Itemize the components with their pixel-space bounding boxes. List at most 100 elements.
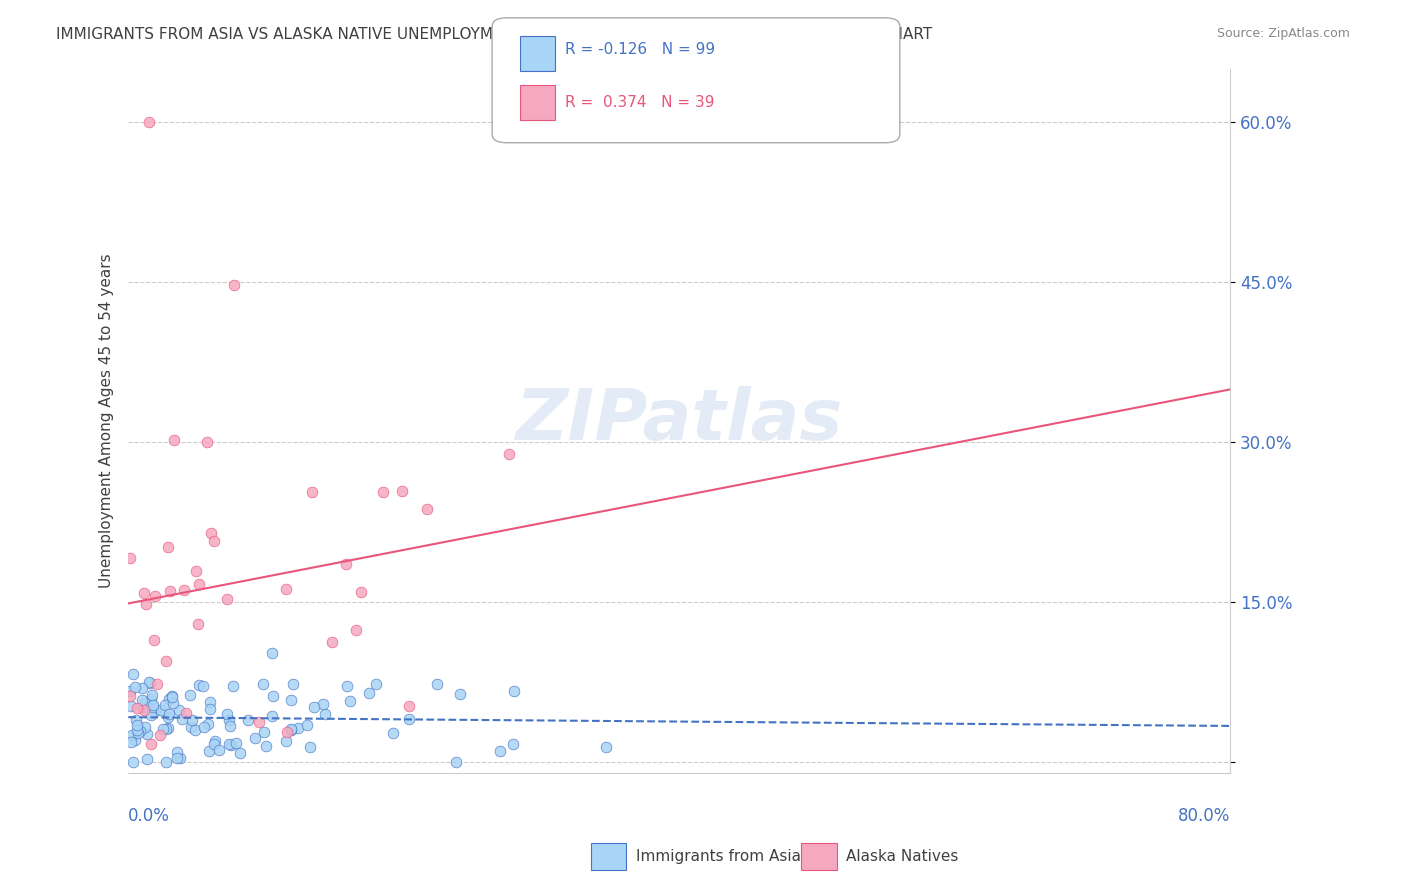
Y-axis label: Unemployment Among Ages 45 to 54 years: Unemployment Among Ages 45 to 54 years [100,253,114,588]
Point [131,699,153,714]
Point [281,676,304,690]
Point [188,576,211,591]
Point [253,724,276,739]
Text: ZIPatlas: ZIPatlas [516,386,844,455]
Point [426,677,449,691]
Point [184,723,207,738]
Point [174,706,197,720]
Point [138,675,160,690]
Point [247,715,270,730]
Point [180,720,202,734]
Point [159,584,181,599]
Point [136,727,159,741]
Point [488,744,510,758]
Point [124,733,146,747]
Point [357,686,380,700]
Point [139,691,162,706]
Point [120,550,142,565]
Text: R =  0.374   N = 39: R = 0.374 N = 39 [565,95,714,110]
Point [181,713,204,727]
Point [155,755,177,769]
Point [252,677,274,691]
Point [299,740,322,755]
Point [218,713,240,727]
Point [160,690,183,704]
Point [162,696,184,710]
Point [169,750,191,764]
Point [339,694,361,708]
Point [280,693,302,707]
Text: 0.0%: 0.0% [128,806,170,825]
Point [262,690,284,704]
Point [295,718,318,732]
Point [173,582,195,597]
Point [262,708,284,723]
Point [187,677,209,691]
Point [125,700,148,714]
Point [274,733,297,747]
Point [134,720,156,734]
Point [149,728,172,742]
Point [280,723,302,737]
Point [254,739,277,753]
Point [314,706,336,721]
Point [134,696,156,710]
Point [321,635,343,649]
Point [146,677,169,691]
Point [204,733,226,747]
Point [195,434,218,449]
Point [193,679,215,693]
Text: Alaska Natives: Alaska Natives [846,849,959,863]
Point [125,718,148,732]
Point [274,582,297,596]
Point [444,755,467,769]
Point [221,679,243,693]
Point [157,721,180,735]
Text: R = -0.126   N = 99: R = -0.126 N = 99 [565,42,716,56]
Point [122,666,145,681]
Text: 80.0%: 80.0% [1178,806,1230,825]
Point [398,698,420,713]
Point [121,728,143,742]
Point [304,699,326,714]
Point [416,502,439,516]
Point [224,278,246,293]
Point [336,679,359,693]
Point [124,680,146,694]
Point [122,755,145,769]
Point [503,684,526,698]
Point [131,693,153,707]
Text: Immigrants from Asia: Immigrants from Asia [636,849,800,863]
Point [124,713,146,727]
Point [381,725,404,739]
Point [142,633,165,648]
Point [132,703,155,717]
Point [449,687,471,701]
Point [197,717,219,731]
Point [163,433,186,447]
Point [215,591,238,606]
Point [595,739,617,754]
Point [118,689,141,703]
Point [200,526,222,541]
Point [155,723,177,737]
Point [262,646,284,660]
Point [280,723,302,737]
Point [142,698,165,712]
Point [172,713,194,727]
Point [204,737,226,751]
Point [153,698,176,713]
Point [198,701,221,715]
Point [200,695,222,709]
Point [218,719,240,733]
Point [398,713,420,727]
Point [157,710,180,724]
Point [131,681,153,695]
Point [184,564,207,578]
Point [120,735,142,749]
Point [152,723,174,737]
Point [287,722,309,736]
Point [202,533,225,548]
Point [335,557,357,571]
Point [138,115,160,129]
